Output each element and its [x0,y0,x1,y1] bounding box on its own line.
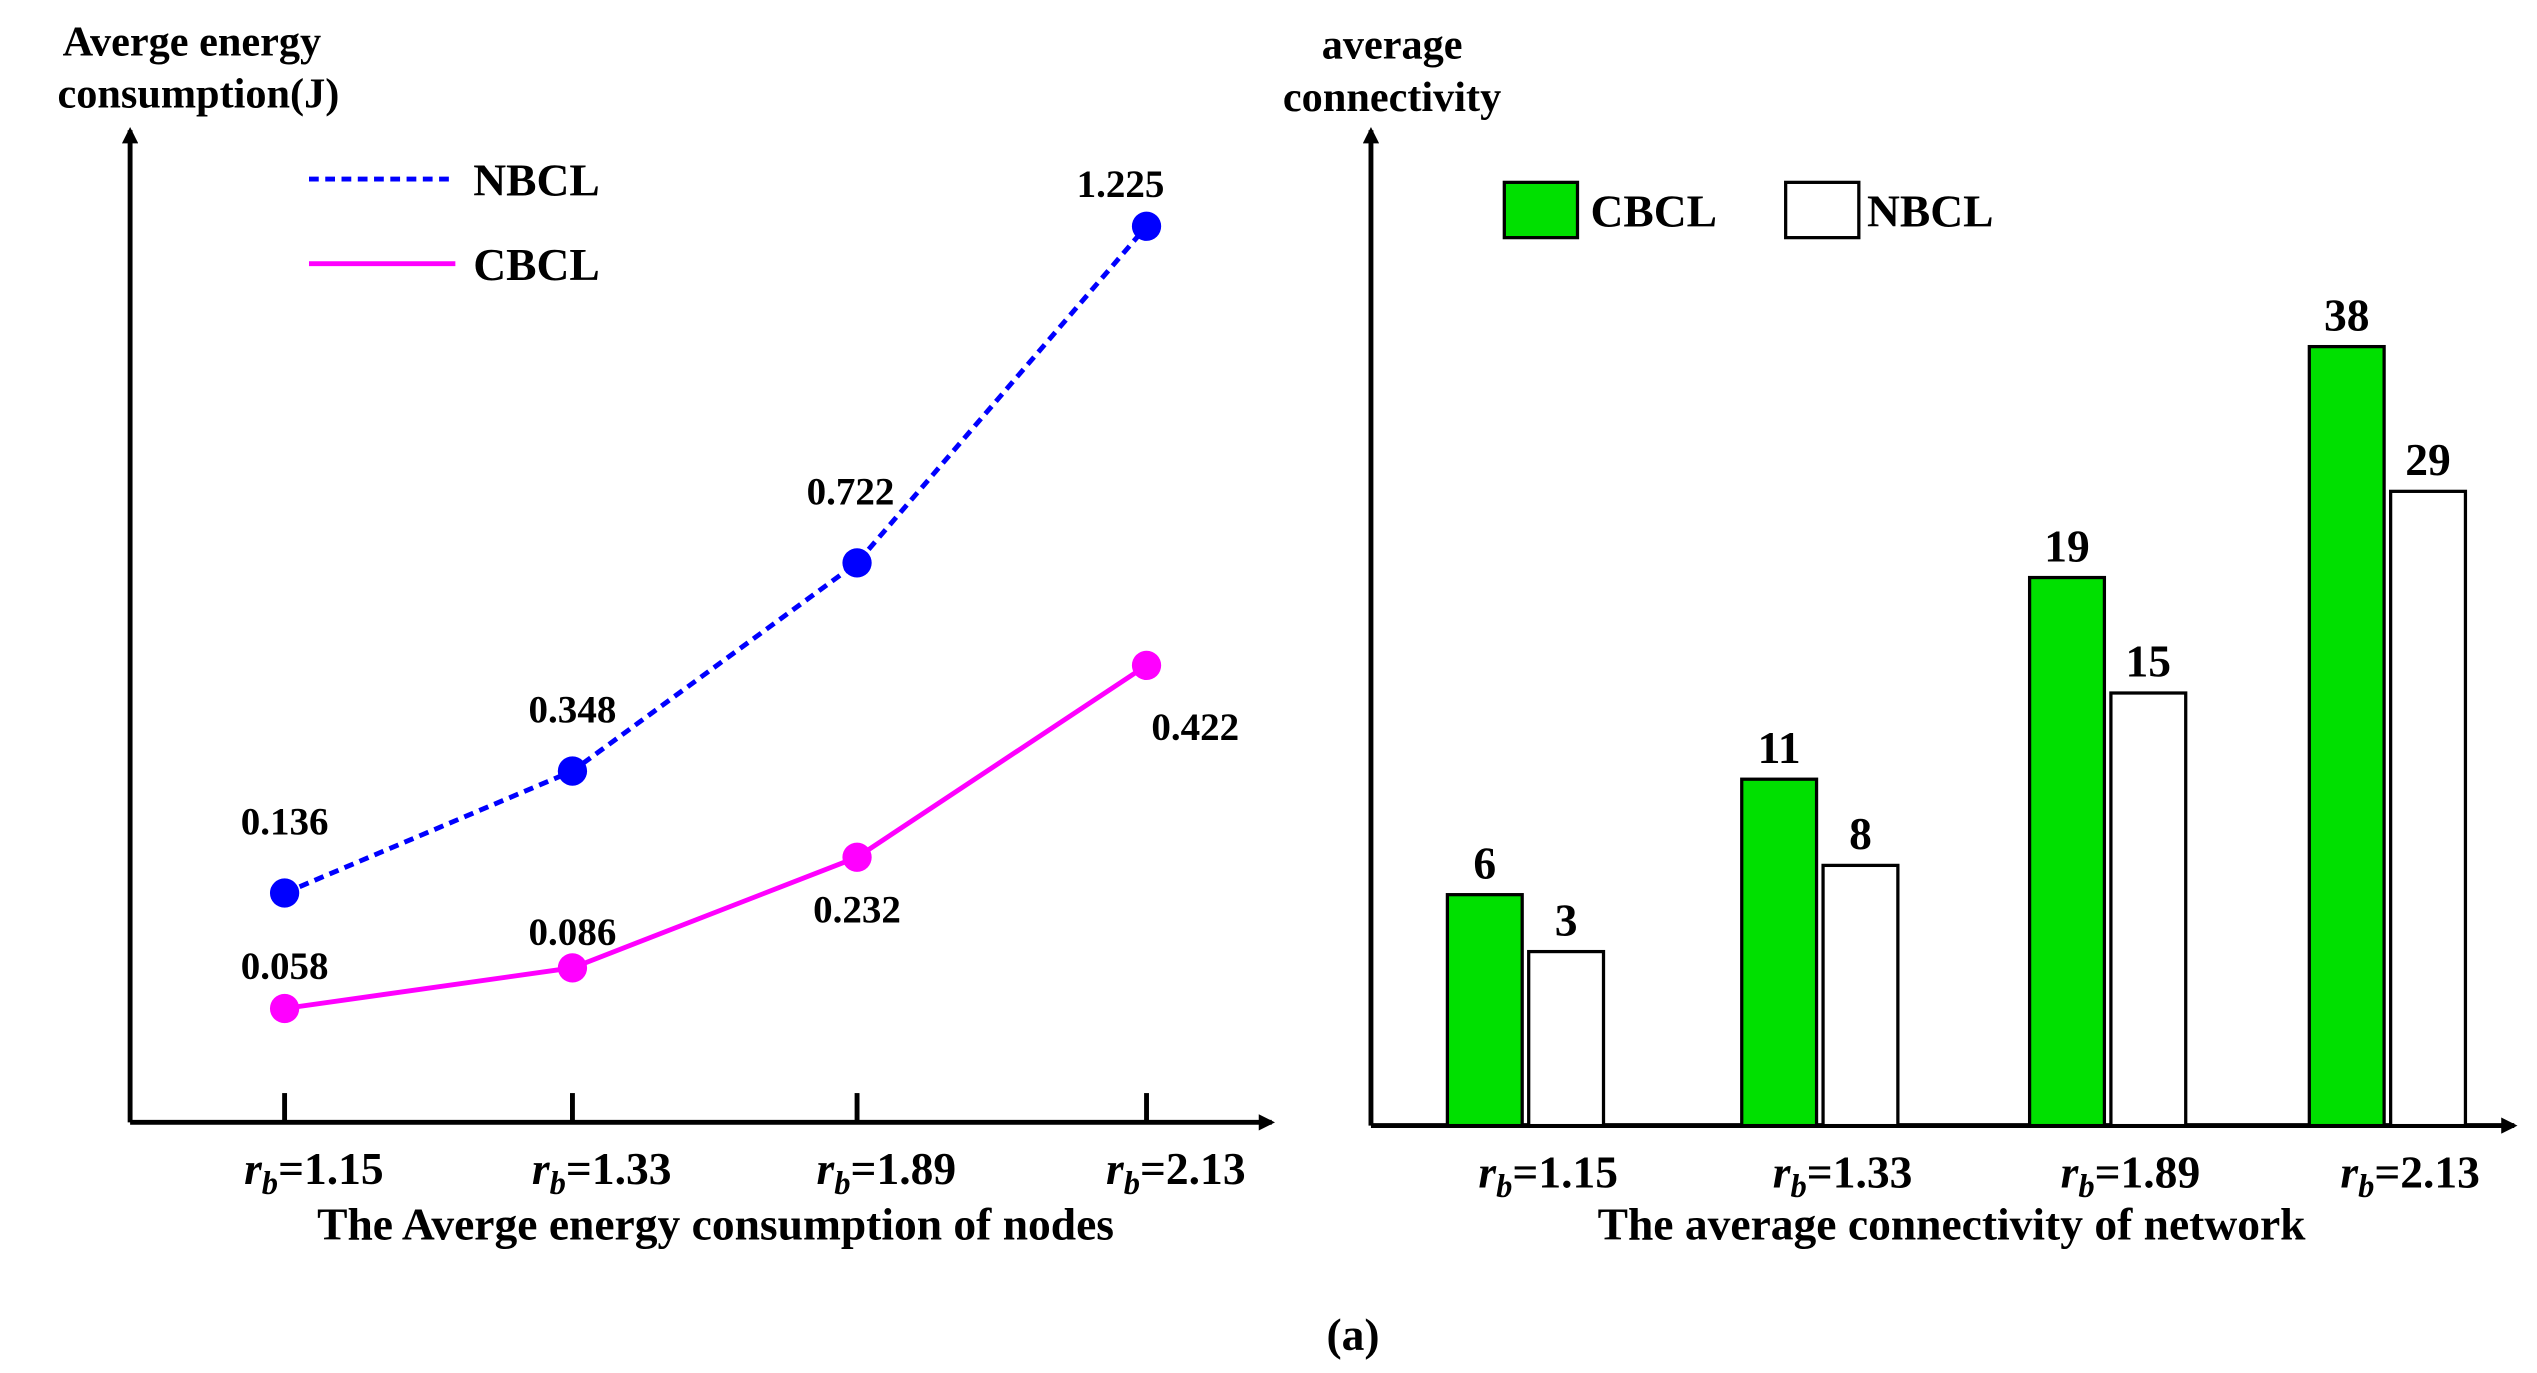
bar-value-label: 29 [2405,434,2451,485]
legend-nbcl-label: NBCL [1867,185,1993,236]
legend-cbcl-label: CBCL [473,239,599,290]
data-point-cbcl [269,993,300,1024]
bar-value-label: 15 [2126,636,2172,687]
figure-caption: (a) [1327,1309,1380,1360]
left-ylabel-line1: Averge energy [63,19,322,66]
x-tick-label: rb=1.89 [817,1143,957,1202]
data-point-nbcl [269,878,300,908]
series-line-nbcl [283,224,1149,896]
data-label: 0.722 [807,470,895,513]
data-label: 0.232 [813,888,901,931]
bar-value-label: 3 [1555,894,1578,945]
legend-cbcl-label: CBCL [1591,185,1717,236]
x-tick-label: rb=1.33 [532,1143,672,1202]
legend-nbcl-label: NBCL [473,154,599,205]
bar-nbcl [1527,949,1606,1128]
legend-cbcl-swatch [1502,180,1580,240]
bar-cbcl [1740,777,1819,1128]
left-xlabel: The Averge energy consumption of nodes [317,1198,1114,1249]
bar-nbcl [2389,489,2468,1128]
data-label: 0.422 [1151,706,1239,749]
data-point-cbcl [842,842,872,872]
data-point-nbcl [1131,211,1162,241]
x-tick-label: rb=2.13 [2340,1146,2480,1205]
bar-cbcl [1445,893,1524,1128]
bar-value-label: 38 [2324,289,2370,340]
x-tick-label: rb=1.15 [1478,1146,1618,1205]
bar-value-label: 19 [2044,520,2090,571]
data-point-nbcl [557,756,588,786]
connectivity-bar-chart: average connectivity CBCL NBCL 6 3 rb=1.15… [1283,22,2518,1249]
x-tick-label: rb=1.15 [244,1143,384,1202]
right-xlabel: The average connectivity of network [1598,1198,2307,1249]
bar-value-label: 8 [1849,808,1872,859]
data-label: 1.225 [1077,163,1165,206]
bar-cbcl [2307,344,2386,1128]
series-line-cbcl [284,663,1148,1011]
right-ylabel-line2: connectivity [1283,74,1501,121]
left-ylabel-line2: consumption(J) [58,71,340,118]
data-point-cbcl [557,953,588,983]
data-label: 0.348 [529,688,617,731]
data-point-nbcl [842,548,872,578]
x-tick-label: rb=1.33 [1773,1146,1913,1205]
energy-line-chart: Averge energy consumption(J) NBCL CBCL r… [58,19,1276,1249]
legend-nbcl-swatch [1784,180,1861,240]
x-tick-label: rb=2.13 [1106,1143,1246,1202]
data-label: 0.136 [241,800,329,843]
bar-cbcl [2027,575,2107,1128]
data-label: 0.058 [241,945,329,988]
data-label: 0.086 [529,911,617,954]
right-ylabel-line1: average [1322,22,1463,69]
bar-nbcl [2109,691,2188,1128]
bar-value-label: 11 [1758,722,1801,773]
data-point-cbcl [1131,650,1162,680]
x-tick-label: rb=1.89 [2061,1146,2201,1205]
bar-value-label: 6 [1473,837,1496,888]
bar-nbcl [1821,863,1900,1128]
